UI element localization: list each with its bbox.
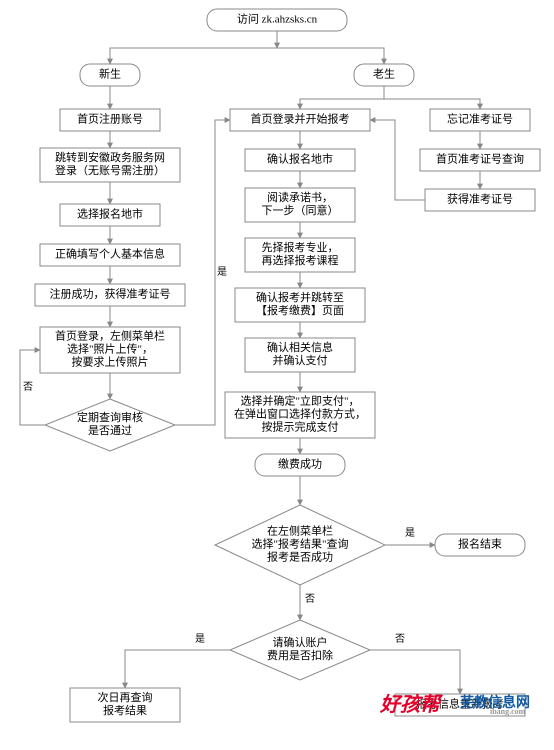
node-o8: 缴费成功	[255, 454, 345, 476]
flow-edge	[384, 99, 480, 109]
node-text: 在左侧菜单栏	[267, 524, 333, 538]
watermark-1: 好孩帮	[380, 688, 440, 717]
node-end: 报名结束	[435, 534, 525, 556]
node-text: 确认相关信息	[267, 340, 333, 354]
node-od1: 在左侧菜单栏选择"报考结果"查询报考是否成功	[215, 505, 385, 585]
node-text: 报名结束	[458, 537, 502, 551]
node-text: 访问 zk.ahzsks.cn	[237, 13, 318, 26]
node-o6: 确认相关信息并确认支付	[245, 338, 355, 372]
node-text: 首页登录，左侧菜单栏	[55, 329, 165, 343]
node-text: 按要求上传照片	[72, 355, 149, 369]
node-text: 获得准考证号	[447, 193, 513, 206]
node-n4: 正确填写个人基本信息	[40, 244, 180, 266]
edge-label: 是	[405, 527, 415, 539]
node-text: 请确认账户	[273, 635, 328, 649]
flow-edge	[370, 120, 425, 200]
node-text: 正确填写个人基本信息	[55, 247, 165, 261]
node-r1: 次日再查询报考结果	[70, 688, 180, 722]
node-n5: 注册成功，获得准考证号	[35, 284, 185, 306]
node-text: 是否通过	[88, 424, 132, 437]
node-text: 并确认支付	[273, 353, 328, 367]
flow-edge	[300, 86, 384, 109]
node-o2: 确认报名地市	[245, 149, 355, 171]
node-start: 访问 zk.ahzsks.cn	[207, 9, 347, 31]
node-n2: 跳转到安徽政务服务网登录（无账号需注册）	[40, 148, 180, 182]
node-text: 忘记准考证号	[447, 112, 513, 126]
node-new: 新生	[80, 64, 140, 86]
node-f2: 首页准考证号查询	[420, 149, 540, 171]
node-text: 选择"报考结果"查询	[252, 537, 349, 551]
node-text: 再选择报考课程	[262, 253, 339, 267]
flow-edge	[277, 48, 384, 64]
node-text: 首页注册账号	[77, 112, 143, 126]
node-text: 确认报名地市	[267, 152, 333, 166]
node-text: 阅读承诺书，	[267, 190, 333, 204]
node-text: 选择并确定"立即支付"，	[241, 394, 360, 408]
flow-edge	[110, 48, 277, 64]
edge-label: 否	[395, 633, 405, 645]
node-text: 确认报考并跳转至	[256, 290, 344, 304]
node-od2: 请确认账户费用是否扣除	[230, 620, 370, 680]
node-text: 报考是否成功	[267, 550, 333, 564]
node-o3: 阅读承诺书，下一步（同意）	[245, 188, 355, 222]
node-text: 新生	[99, 67, 121, 81]
node-text: 报考结果	[103, 703, 147, 717]
node-text: 首页登录并开始报考	[251, 112, 350, 126]
node-text: 跳转到安徽政务服务网	[55, 150, 165, 164]
node-text: 次日再查询	[98, 690, 153, 704]
node-text: 在弹出窗口选择付款方式，	[234, 407, 366, 421]
node-text: 选择"照片上传"，	[67, 342, 153, 356]
edge-label: 是	[195, 633, 205, 645]
flowchart-canvas: 否是是否是否访问 zk.ahzsks.cn新生老生首页注册账号跳转到安徽政务服务…	[0, 0, 554, 750]
node-text: 首页准考证号查询	[436, 152, 524, 166]
node-o1: 首页登录并开始报考	[230, 109, 370, 131]
node-n3: 选择报名地市	[60, 204, 160, 226]
edge-label: 否	[23, 381, 33, 393]
node-text: 选择报名地市	[77, 207, 143, 221]
node-text: 按提示完成支付	[262, 420, 339, 434]
node-text: 缴费成功	[278, 457, 322, 471]
node-text: 登录（无账号需注册）	[55, 163, 165, 177]
node-f3: 获得准考证号	[425, 189, 535, 211]
node-f1: 忘记准考证号	[430, 109, 530, 131]
node-text: 下一步（同意）	[262, 203, 339, 217]
watermark-2b: ibang.com	[490, 707, 525, 716]
node-o7: 选择并确定"立即支付"，在弹出窗口选择付款方式，按提示完成支付	[225, 392, 375, 438]
flow-edge	[125, 650, 230, 688]
node-nd: 定期查询审核是否通过	[45, 399, 175, 451]
node-n1: 首页注册账号	[60, 109, 160, 131]
node-old: 老生	[354, 64, 414, 86]
edge-label: 是	[217, 266, 227, 278]
node-text: 费用是否扣除	[267, 648, 333, 662]
node-o5: 确认报考并跳转至【报考缴费】页面	[235, 288, 365, 322]
node-text: 先择报考专业，	[262, 240, 339, 254]
node-text: 注册成功，获得准考证号	[50, 287, 171, 301]
edge-label: 否	[305, 593, 315, 605]
node-o4: 先择报考专业，再选择报考课程	[245, 238, 355, 272]
node-text: 【报考缴费】页面	[256, 303, 344, 317]
node-n6: 首页登录，左侧菜单栏选择"照片上传"，按要求上传照片	[40, 327, 180, 373]
node-text: 老生	[373, 67, 395, 81]
node-text: 定期查询审核	[77, 410, 143, 424]
